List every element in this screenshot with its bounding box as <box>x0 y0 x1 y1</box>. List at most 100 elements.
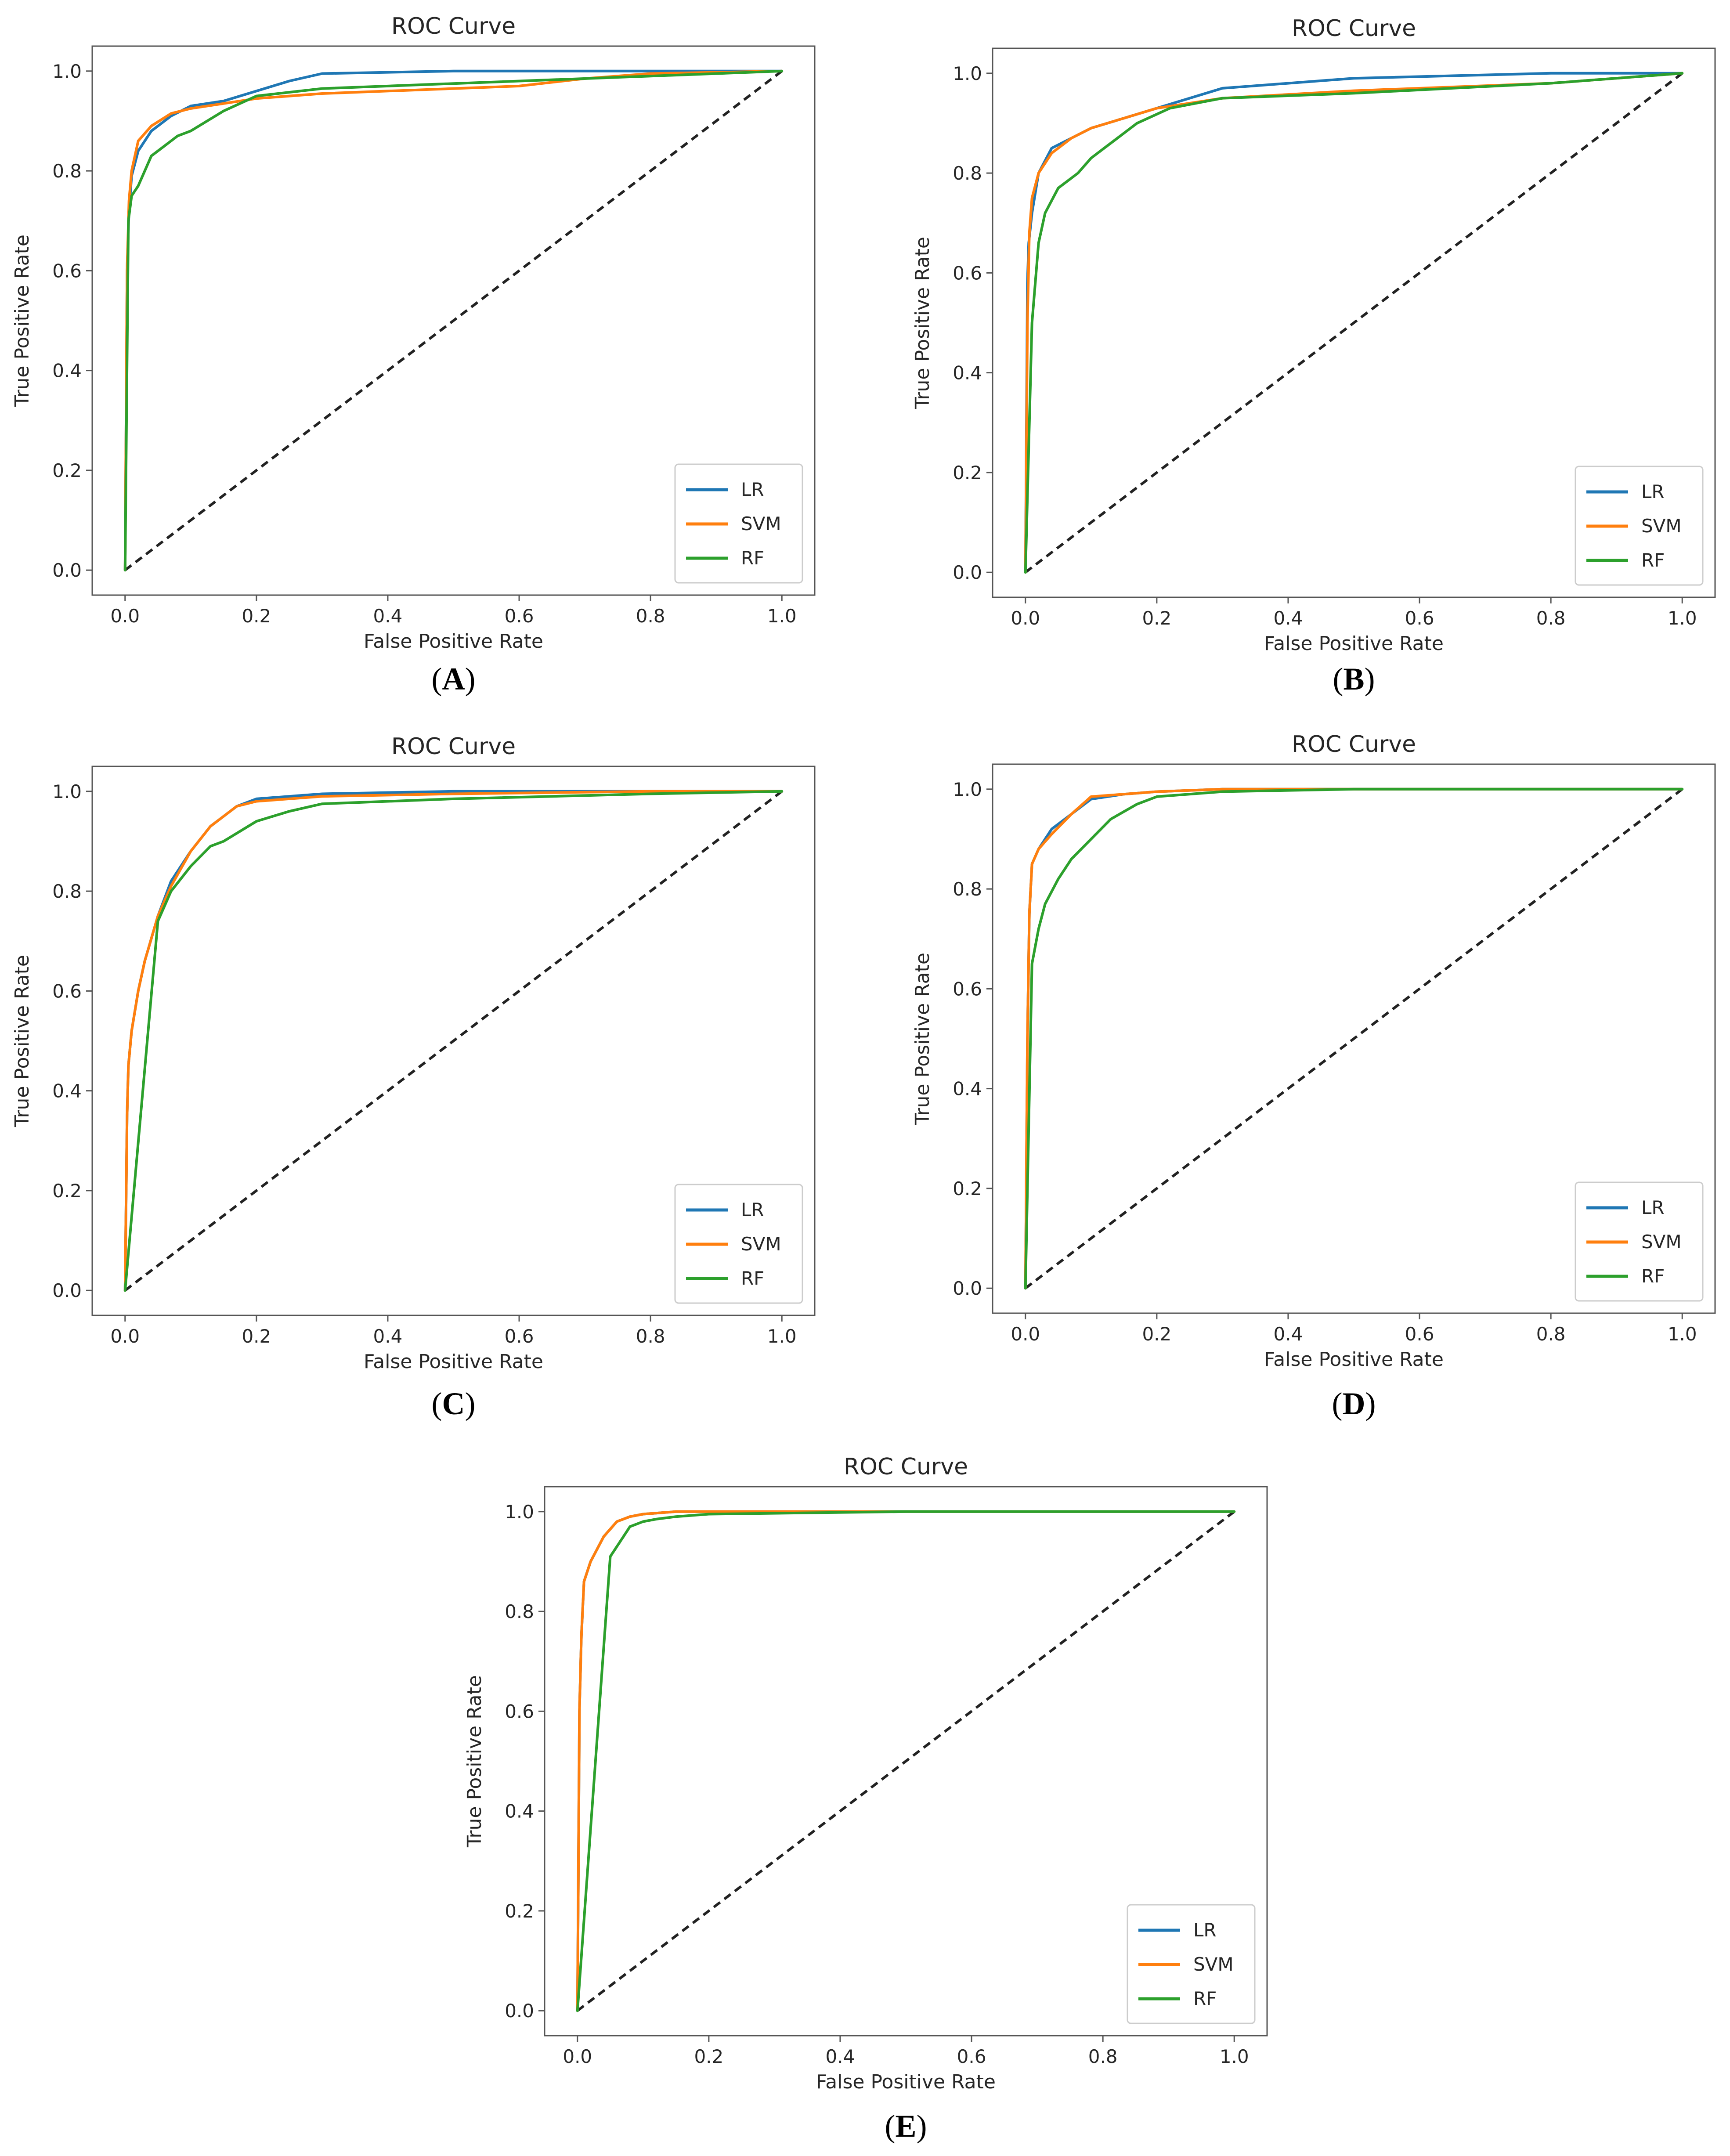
x-tick-label: 0.4 <box>826 2046 855 2067</box>
x-tick-label: 1.0 <box>1220 2046 1249 2067</box>
x-tick-label: 1.0 <box>767 1325 797 1347</box>
roc-panel-d: ROC Curve 0.0 0.2 0.4 0.6 0.8 1.0 0.0 0.2 0.4 0.6 0… <box>911 731 1716 1421</box>
roc-curve-svm <box>123 69 784 572</box>
y-tick-label: 0.0 <box>52 560 82 581</box>
x-tick-label: 0.0 <box>1011 1323 1040 1345</box>
plot-frame <box>91 45 816 596</box>
x-tick-label: 0.6 <box>505 605 534 627</box>
legend: LR SVM RF <box>674 463 803 584</box>
legend-box <box>674 463 803 584</box>
y-tick-label: 0.2 <box>953 1178 982 1199</box>
panel-letter: C <box>442 1386 465 1421</box>
panel-letter: B <box>1343 661 1364 697</box>
legend-label-rf: RF <box>741 547 764 569</box>
legend-box <box>1127 1904 1256 2024</box>
roc-curve-svm <box>1024 787 1684 1290</box>
x-tick-label: 0.4 <box>373 605 403 627</box>
legend-label-svm: SVM <box>741 1233 781 1255</box>
roc-panel-b: ROC Curve 0.0 0.2 0.4 0.6 0.8 1.0 0.0 0.2 0.4 0.6 0… <box>911 15 1716 697</box>
x-tick-label: 0.0 <box>563 2046 592 2067</box>
y-tick-label: 0.8 <box>953 163 982 184</box>
y-tick-label: 0.8 <box>505 1601 534 1622</box>
legend-label-rf: RF <box>1641 549 1665 571</box>
y-tick-label: 0.8 <box>52 881 82 902</box>
legend-label-rf: RF <box>1641 1265 1665 1287</box>
y-tick-label: 1.0 <box>52 781 82 802</box>
x-tick-label: 0.6 <box>957 2046 986 2067</box>
legend-label-lr: LR <box>741 479 764 500</box>
y-tick-label: 1.0 <box>505 1501 534 1523</box>
y-tick-label: 0.4 <box>52 1080 82 1102</box>
x-tick-label: 0.8 <box>1536 607 1566 629</box>
chance-line <box>576 1510 1235 2012</box>
legend-label-svm: SVM <box>1193 1954 1234 1975</box>
chart-title: ROC Curve <box>1292 15 1416 42</box>
chance-line <box>124 790 783 1292</box>
legend-label-rf: RF <box>741 1268 764 1289</box>
chance-line <box>1024 72 1683 574</box>
x-tick-label: 0.8 <box>636 605 665 627</box>
x-axis-label: False Positive Rate <box>1264 1348 1444 1371</box>
y-tick-label: 0.8 <box>953 878 982 900</box>
panel-letter: D <box>1343 1386 1365 1421</box>
y-tick-label: 0.0 <box>953 1278 982 1299</box>
y-axis-label: True Positive Rate <box>11 235 33 407</box>
roc-curve-rf <box>1024 787 1684 1290</box>
x-axis-label: False Positive Rate <box>364 630 543 653</box>
y-tick-label: 0.6 <box>953 978 982 1000</box>
legend-label-lr: LR <box>1641 481 1665 502</box>
y-axis-label: True Positive Rate <box>911 953 934 1125</box>
x-tick-label: 0.6 <box>1405 1323 1434 1345</box>
x-tick-label: 0.2 <box>1142 1323 1171 1345</box>
x-tick-label: 0.0 <box>110 605 140 627</box>
plot-frame <box>544 1486 1268 2037</box>
legend-box <box>1575 466 1704 586</box>
panel-letter: A <box>442 661 465 697</box>
roc-curve-rf <box>1024 72 1684 574</box>
plot-frame <box>91 766 816 1316</box>
y-tick-label: 0.2 <box>953 462 982 484</box>
x-axis-label: False Positive Rate <box>816 2071 996 2093</box>
legend-label-svm: SVM <box>1641 515 1682 537</box>
y-tick-label: 0.2 <box>52 460 82 481</box>
legend-box <box>1575 1181 1704 1302</box>
chart-title: ROC Curve <box>391 733 516 760</box>
x-tick-label: 1.0 <box>1668 1323 1697 1345</box>
legend: LR SVM RF <box>674 1184 803 1304</box>
x-tick-label: 1.0 <box>1668 607 1697 629</box>
y-axis-label: True Positive Rate <box>11 955 33 1127</box>
panel-caption: (E) <box>885 2109 927 2144</box>
legend-label-lr: LR <box>1193 1919 1217 1941</box>
legend: LR SVM RF <box>1575 466 1704 586</box>
legend-label-rf: RF <box>1193 1988 1217 2009</box>
chance-line <box>124 70 783 571</box>
x-tick-label: 0.0 <box>1011 607 1040 629</box>
roc-panel-c: ROC Curve 0.0 0.2 0.4 0.6 0.8 1.0 0.0 0.2 0.4 0.6 0… <box>11 733 816 1421</box>
x-tick-label: 1.0 <box>767 605 797 627</box>
chart-title: ROC Curve <box>391 13 516 40</box>
x-tick-label: 0.0 <box>110 1325 140 1347</box>
legend-label-svm: SVM <box>1641 1231 1682 1253</box>
x-tick-label: 0.8 <box>1088 2046 1118 2067</box>
chart-title: ROC Curve <box>844 1454 968 1480</box>
plot-frame <box>992 763 1716 1314</box>
y-tick-label: 0.4 <box>505 1801 534 1822</box>
y-tick-label: 1.0 <box>953 63 982 84</box>
roc-curve-svm <box>123 790 784 1292</box>
roc-panel-a: ROC Curve 0.0 0.2 0.4 0.6 0.8 1.0 0.0 0.2 0.4 0.6 0… <box>11 13 816 697</box>
y-tick-label: 0.2 <box>505 1900 534 1922</box>
roc-curve-svm <box>576 1510 1236 2012</box>
y-tick-label: 0.4 <box>953 1078 982 1100</box>
x-tick-label: 0.4 <box>373 1325 403 1347</box>
plot-frame <box>992 47 1716 598</box>
y-tick-label: 1.0 <box>953 779 982 800</box>
legend-label-svm: SVM <box>741 513 781 534</box>
panel-caption: (A) <box>432 661 476 697</box>
x-tick-label: 0.4 <box>1274 607 1303 629</box>
chance-line <box>1024 788 1683 1289</box>
y-tick-label: 0.6 <box>953 262 982 284</box>
y-tick-label: 0.8 <box>52 160 82 182</box>
y-tick-label: 0.6 <box>52 260 82 282</box>
legend-label-lr: LR <box>1641 1197 1665 1218</box>
x-tick-label: 0.6 <box>505 1325 534 1347</box>
